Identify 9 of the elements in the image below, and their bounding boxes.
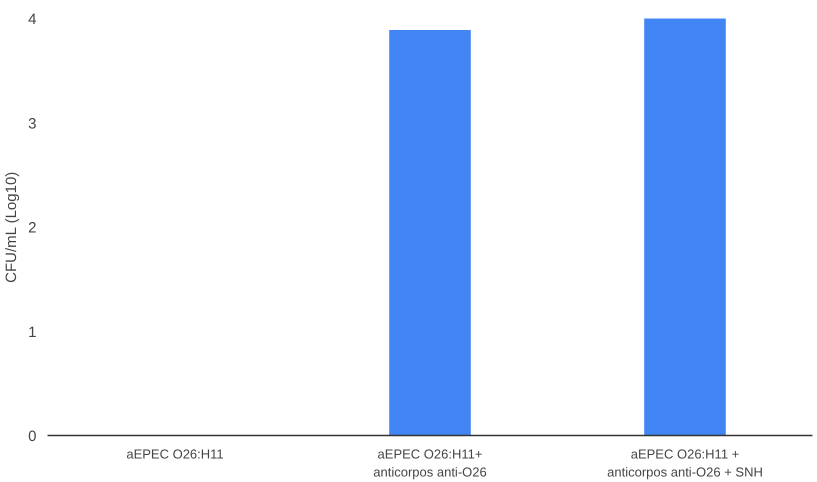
y-axis-title: CFU/mL (Log10)	[3, 172, 20, 283]
x-tick-label: aEPEC O26:H11+ anticorpos anti-O26	[373, 446, 487, 480]
y-tick-label: 2	[28, 220, 36, 236]
y-tick-label: 1	[28, 324, 36, 341]
y-tick-label: 4	[28, 11, 36, 28]
x-tick-label: aEPEC O26:H11 + anticorpos anti-O26 + SNH	[607, 446, 763, 480]
x-tick-label: aEPEC O26:H11	[126, 446, 224, 462]
y-tick-label: 0	[28, 428, 36, 445]
y-tick-label: 3	[28, 115, 36, 132]
